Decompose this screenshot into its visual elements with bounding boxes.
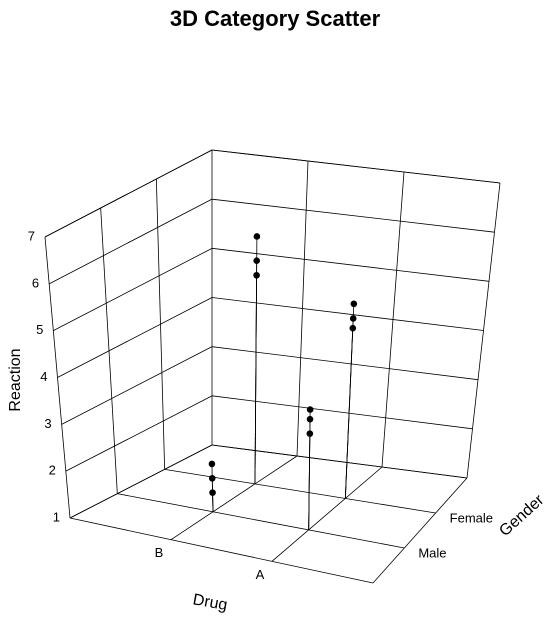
z-tick-label: 5	[36, 322, 43, 337]
stem	[212, 464, 213, 512]
box-edge	[373, 478, 467, 583]
y-tick-label: Female	[450, 510, 493, 525]
grid-line	[212, 396, 473, 429]
point	[351, 301, 358, 308]
box-edge	[70, 518, 373, 583]
grid-line	[297, 161, 308, 456]
z-axis-label: Reaction	[7, 348, 24, 411]
grid-line	[212, 298, 484, 331]
grid-line	[171, 456, 297, 540]
grid-line	[62, 347, 212, 425]
z-tick-label: 6	[32, 275, 39, 290]
grid-line	[49, 199, 212, 284]
grid-line	[272, 467, 382, 561]
grid-line	[66, 396, 212, 471]
grid-line	[53, 248, 212, 330]
z-tick-label: 4	[40, 369, 47, 384]
grid-line	[212, 150, 500, 183]
z-tick-label: 1	[53, 509, 60, 524]
chart-title: 3D Category Scatter	[170, 6, 381, 31]
point	[254, 233, 261, 240]
grid-line	[58, 298, 213, 378]
grid-line	[165, 469, 436, 513]
grid-line	[117, 494, 404, 548]
grid-line	[156, 179, 164, 469]
x-tick-label: A	[256, 567, 265, 582]
point	[307, 406, 314, 413]
stem	[309, 410, 310, 530]
point	[209, 461, 216, 468]
grid-line	[70, 445, 212, 518]
grid-line	[45, 150, 212, 237]
grid-line	[101, 208, 118, 494]
z-tick-label: 7	[28, 228, 35, 243]
stem	[345, 304, 354, 499]
y-axis-label: Gender	[496, 491, 548, 540]
x-tick-label: B	[155, 545, 164, 560]
grid-line	[212, 445, 467, 478]
y-tick-label: Male	[418, 545, 446, 560]
grid-line	[212, 347, 478, 380]
z-tick-label: 3	[44, 416, 51, 431]
x-axis-label: Drug	[191, 591, 228, 614]
grid-line	[382, 172, 404, 467]
z-tick-label: 2	[49, 463, 56, 478]
grid-line	[212, 199, 495, 232]
